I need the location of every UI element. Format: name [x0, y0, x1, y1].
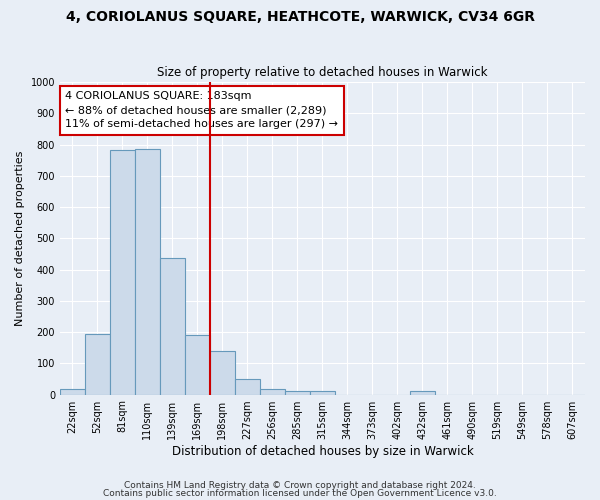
- Bar: [410, 392, 435, 394]
- Bar: [260, 389, 285, 394]
- Bar: [285, 392, 310, 394]
- Bar: [110, 150, 135, 394]
- Bar: [210, 351, 235, 395]
- Text: 4, CORIOLANUS SQUARE, HEATHCOTE, WARWICK, CV34 6GR: 4, CORIOLANUS SQUARE, HEATHCOTE, WARWICK…: [65, 10, 535, 24]
- Bar: [135, 149, 160, 394]
- Bar: [85, 334, 110, 394]
- Bar: [60, 389, 85, 394]
- Text: Contains HM Land Registry data © Crown copyright and database right 2024.: Contains HM Land Registry data © Crown c…: [124, 481, 476, 490]
- Text: Contains public sector information licensed under the Open Government Licence v3: Contains public sector information licen…: [103, 488, 497, 498]
- Bar: [235, 379, 260, 394]
- Bar: [185, 334, 210, 394]
- Bar: [160, 258, 185, 394]
- Y-axis label: Number of detached properties: Number of detached properties: [15, 150, 25, 326]
- Text: 4 CORIOLANUS SQUARE: 183sqm
← 88% of detached houses are smaller (2,289)
11% of : 4 CORIOLANUS SQUARE: 183sqm ← 88% of det…: [65, 92, 338, 130]
- Title: Size of property relative to detached houses in Warwick: Size of property relative to detached ho…: [157, 66, 488, 80]
- Bar: [310, 392, 335, 394]
- X-axis label: Distribution of detached houses by size in Warwick: Distribution of detached houses by size …: [172, 444, 473, 458]
